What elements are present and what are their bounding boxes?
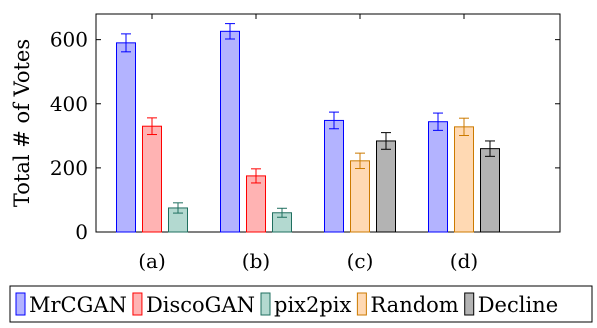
x-tick-label: (a) xyxy=(138,249,166,273)
bar-mrcgan xyxy=(220,30,240,233)
legend-label-random: Random xyxy=(370,293,458,317)
y-tick-label: 600 xyxy=(50,28,88,52)
bar-random xyxy=(454,126,474,233)
legend-box xyxy=(9,285,593,323)
legend-swatch-discogan xyxy=(132,292,143,316)
legend-swatch-decline xyxy=(464,292,475,316)
bar-decline xyxy=(480,148,500,233)
bar-mrcgan xyxy=(116,42,136,233)
bar-discogan xyxy=(246,175,266,233)
y-tick-label: 200 xyxy=(50,156,88,180)
legend-label-mrcgan: MrCGAN xyxy=(29,293,127,317)
legend-label-pix2pix: pix2pix xyxy=(274,293,352,317)
legend-swatch-pix2pix xyxy=(260,292,271,316)
bar-discogan xyxy=(142,125,162,233)
x-tick-label: (c) xyxy=(347,249,374,273)
legend: MrCGAN DiscoGAN pix2pix Random Decline xyxy=(9,285,593,323)
x-tick-label: (b) xyxy=(242,249,270,273)
legend-swatch-mrcgan xyxy=(15,292,26,316)
x-tick-label: (d) xyxy=(450,249,478,273)
legend-swatch-random xyxy=(356,292,367,316)
bar-decline xyxy=(376,140,396,233)
y-axis-title: Total # of Votes xyxy=(10,39,34,207)
bar-random xyxy=(350,160,370,233)
bar-mrcgan xyxy=(428,121,448,233)
y-tick-label: 400 xyxy=(50,92,88,116)
legend-label-discogan: DiscoGAN xyxy=(146,293,255,317)
plot-area: 0 200 400 600 Total # of Votes (a) (b) (c) (d) xyxy=(10,13,561,273)
bar-mrcgan xyxy=(324,119,344,233)
y-tick-label: 0 xyxy=(75,220,88,244)
legend-label-decline: Decline xyxy=(478,293,558,317)
